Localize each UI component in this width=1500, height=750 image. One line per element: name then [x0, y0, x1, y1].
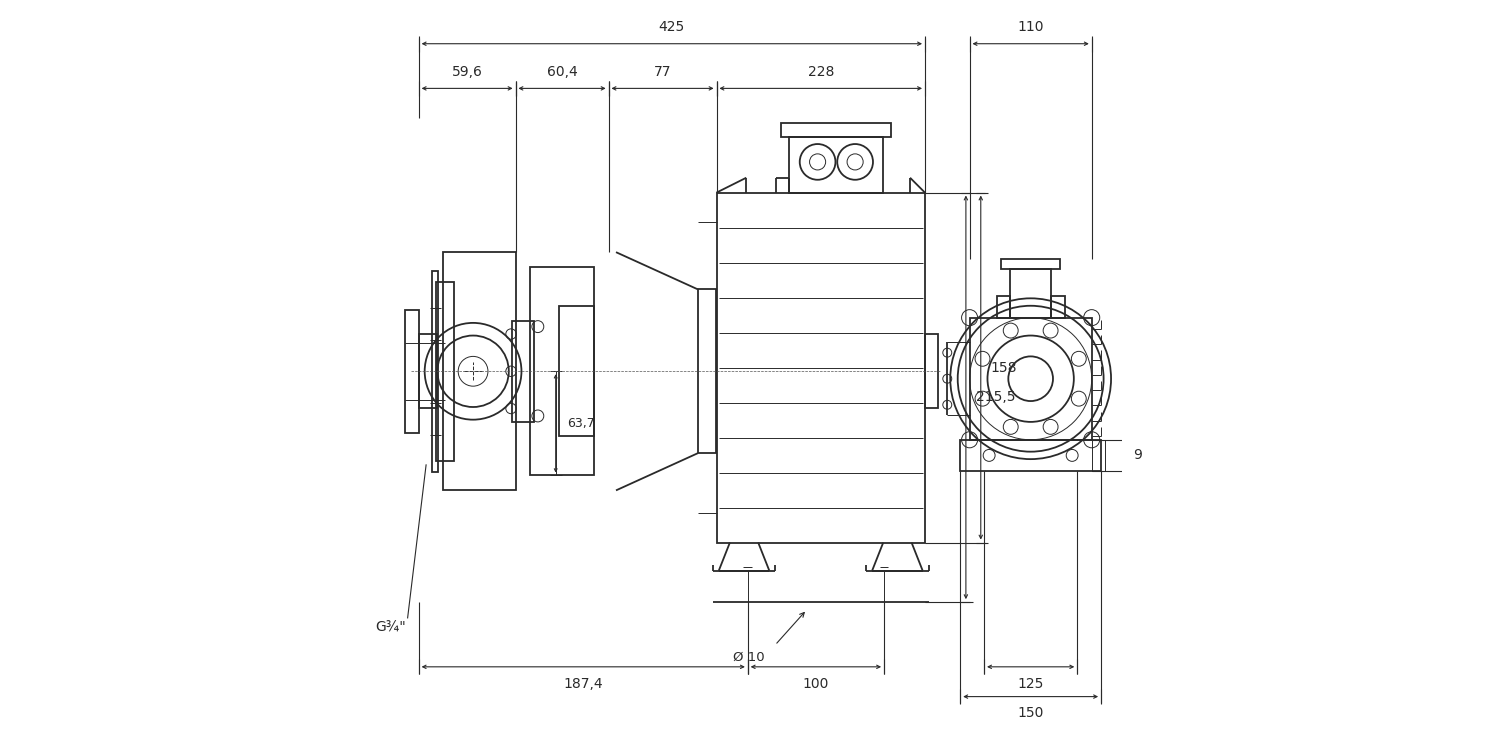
Bar [960, 440, 1101, 471]
Bar [436, 282, 454, 460]
Text: 125: 125 [1017, 676, 1044, 691]
Text: 228: 228 [807, 64, 834, 79]
Bar [560, 306, 594, 436]
Bar [998, 296, 1010, 318]
Bar [969, 318, 1092, 440]
Bar [698, 290, 717, 453]
Text: Ø 10: Ø 10 [734, 650, 765, 664]
Text: 187,4: 187,4 [564, 676, 603, 691]
Bar [1052, 296, 1065, 318]
Text: 63,7: 63,7 [567, 417, 594, 430]
Text: 59,6: 59,6 [452, 64, 483, 79]
Bar [531, 267, 594, 476]
Bar [512, 321, 534, 422]
Bar [1092, 440, 1106, 471]
Bar [432, 271, 438, 472]
Text: 110: 110 [1017, 20, 1044, 34]
Text: 425: 425 [658, 20, 686, 34]
Bar [789, 136, 883, 193]
Text: 150: 150 [1017, 706, 1044, 720]
Text: 60,4: 60,4 [546, 64, 578, 79]
Bar [419, 334, 438, 409]
Bar [1002, 259, 1060, 269]
Bar [926, 334, 939, 409]
Bar [1010, 269, 1052, 318]
Bar [444, 252, 516, 490]
Bar [782, 124, 891, 136]
Bar [717, 193, 926, 542]
Text: 9: 9 [1132, 448, 1142, 463]
Bar [405, 310, 418, 433]
Text: 77: 77 [654, 64, 672, 79]
Text: 158: 158 [990, 361, 1017, 374]
Text: 215,5: 215,5 [975, 390, 1016, 404]
Text: 100: 100 [802, 676, 830, 691]
Text: G¾": G¾" [375, 621, 406, 634]
